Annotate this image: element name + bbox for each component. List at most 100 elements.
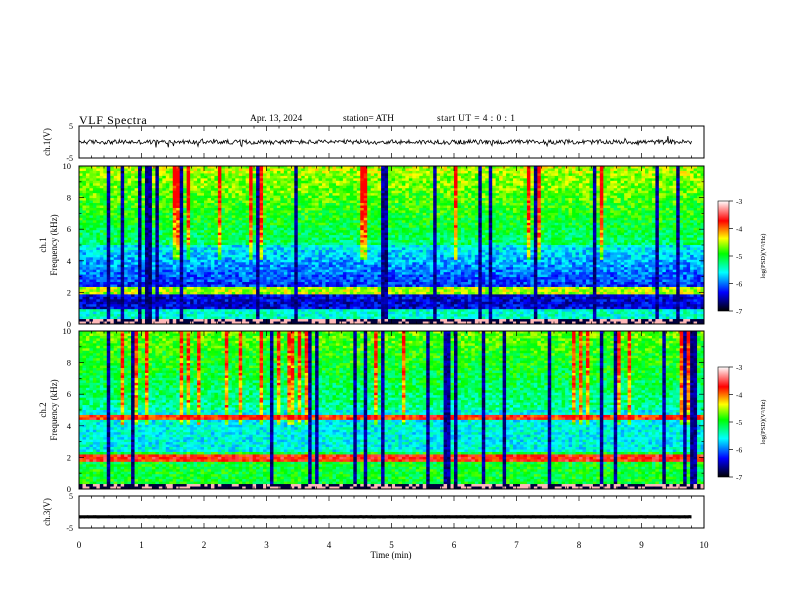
spectrogram-cell (548, 171, 552, 174)
spectrogram-cell (666, 208, 670, 211)
spectrogram-cell (600, 186, 604, 189)
spectrogram-cell (551, 218, 555, 221)
spectrogram-cell (451, 215, 455, 218)
spectrogram-cell (218, 171, 222, 174)
spectrogram-cell (82, 176, 86, 179)
spectrogram-cell (308, 215, 312, 218)
spectrogram-cell (430, 208, 434, 211)
spectrogram-cell (260, 183, 264, 186)
spectrogram-cell (207, 178, 211, 181)
spectrogram-cell (96, 210, 100, 213)
spectrogram-cell (228, 196, 232, 199)
spectrogram-cell (551, 223, 555, 226)
spectrogram-cell (242, 183, 246, 186)
spectrogram-cell (228, 215, 232, 218)
spectrogram-cell (582, 178, 586, 181)
spectrogram-cell (562, 173, 566, 176)
spectrogram-cell (326, 228, 330, 231)
spectrogram-cell (683, 208, 687, 211)
spectrogram-cell (312, 225, 316, 228)
spectrogram-cell (128, 196, 132, 199)
spectrogram-cell (447, 188, 451, 191)
spectrogram-cell (180, 225, 184, 228)
spectrogram-cell (305, 171, 309, 174)
spectrogram-cell (555, 228, 559, 231)
spectrogram-cell (471, 193, 475, 196)
spectrogram-cell (527, 228, 531, 231)
spectrogram-cell (617, 178, 621, 181)
spectrogram-cell (433, 220, 437, 223)
spectrogram-cell (249, 213, 253, 216)
spectrogram-cell (683, 188, 687, 191)
spectrogram-cell (412, 220, 416, 223)
spectrogram-cell (569, 196, 573, 199)
spectrogram-cell (79, 208, 83, 211)
spectrogram-cell (273, 188, 277, 191)
spectrogram-cell (148, 186, 152, 189)
spectrogram-cell (326, 191, 330, 194)
spectrogram-cell (364, 191, 368, 194)
spectrogram-cell (638, 183, 642, 186)
spectrogram-cell (128, 206, 132, 209)
spectrogram-cell (527, 186, 531, 189)
spectrogram-cell (451, 230, 455, 233)
spectrogram-cell (433, 208, 437, 211)
spectrogram-cell (371, 191, 375, 194)
spectrogram-cell (551, 213, 555, 216)
spectrogram-cell (343, 228, 347, 231)
spectrogram-cell (447, 193, 451, 196)
spectrogram-cell (162, 186, 166, 189)
spectrogram-cell (298, 198, 302, 201)
spectrogram-cell (225, 203, 229, 206)
spectrogram-cell (464, 215, 468, 218)
spectrogram-cell (517, 188, 521, 191)
spectrogram-cell (565, 230, 569, 233)
spectrogram-cell (530, 218, 534, 221)
spectrogram-cell (128, 183, 132, 186)
spectrogram-cell (166, 230, 170, 233)
spectrogram-cell (541, 173, 545, 176)
spectrogram-cell (152, 223, 156, 226)
spectrogram-cell (315, 186, 319, 189)
spectrogram-cell (100, 233, 104, 236)
spectrogram-cell (180, 218, 184, 221)
spectrogram-cell (155, 171, 159, 174)
spectrogram-cell (239, 178, 243, 181)
spectrogram-cell (253, 210, 257, 213)
spectrogram-cell (621, 201, 625, 204)
spectrogram-cell (312, 215, 316, 218)
spectrogram-cell (162, 168, 166, 171)
spectrogram-cell (544, 206, 548, 209)
spectrogram-cell (145, 173, 149, 176)
spectrogram-cell (558, 168, 562, 171)
spectrogram-cell (586, 171, 590, 174)
spectrogram-cell (482, 201, 486, 204)
spectrogram-cell (662, 230, 666, 233)
spectrogram-cell (235, 188, 239, 191)
spectrogram-cell (142, 176, 146, 179)
spectrogram-cell (301, 193, 305, 196)
spectrogram-cell (402, 178, 406, 181)
spectrogram-cell (416, 168, 420, 171)
spectrogram-cell (145, 201, 149, 204)
spectrogram-cell (454, 201, 458, 204)
spectrogram-cell (371, 225, 375, 228)
spectrogram-cell (180, 220, 184, 223)
spectrogram-cell (482, 208, 486, 211)
spectrogram-cell (628, 215, 632, 218)
spectrogram-cell (624, 168, 628, 171)
spectrogram-cell (378, 220, 382, 223)
spectrogram-cell (121, 181, 125, 184)
spectrogram-cell (124, 186, 128, 189)
spectrogram-cell (253, 173, 257, 176)
spectrogram-cell (673, 181, 677, 184)
spectrogram-cell (329, 173, 333, 176)
spectrogram-cell (423, 196, 427, 199)
spectrogram-cell (374, 206, 378, 209)
spectrogram-cell (537, 183, 541, 186)
spectrogram-cell (312, 218, 316, 221)
spectrogram-cell (117, 223, 121, 226)
spectrogram-cell (291, 168, 295, 171)
spectrogram-cell (642, 183, 646, 186)
spectrogram-cell (412, 208, 416, 211)
